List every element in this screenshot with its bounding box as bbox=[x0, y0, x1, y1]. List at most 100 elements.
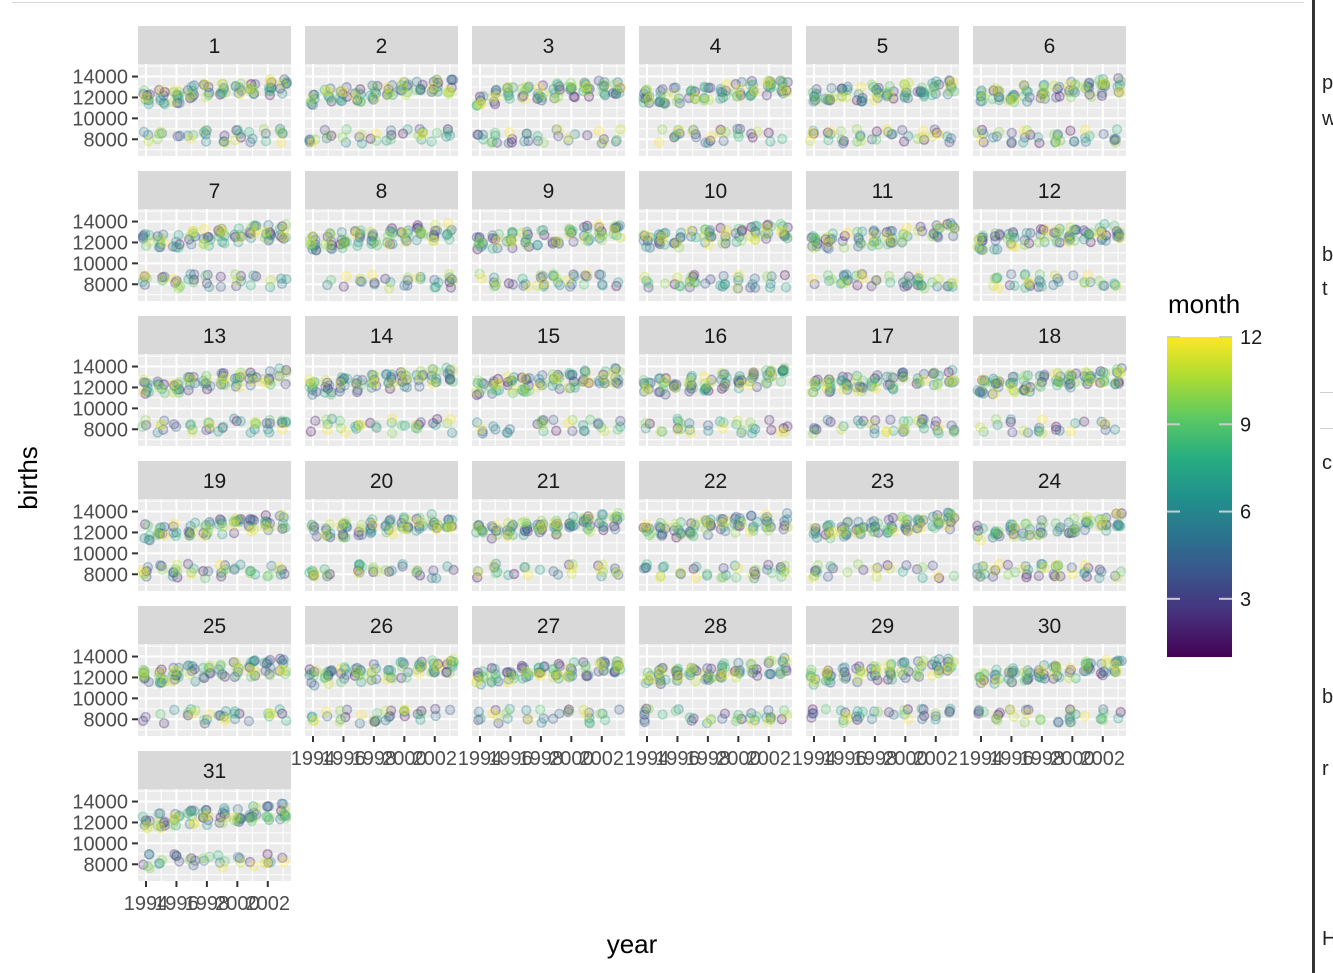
data-point bbox=[260, 226, 272, 237]
data-point bbox=[367, 80, 378, 91]
colorbar bbox=[1167, 337, 1232, 657]
data-point bbox=[1094, 572, 1105, 584]
facet-label: 26 bbox=[370, 615, 393, 638]
data-point bbox=[760, 509, 772, 520]
data-point bbox=[384, 283, 395, 294]
data-point bbox=[138, 386, 149, 397]
data-point bbox=[336, 95, 348, 107]
data-point bbox=[382, 82, 393, 93]
data-point bbox=[144, 236, 155, 247]
data-point bbox=[443, 268, 455, 280]
data-point bbox=[324, 91, 335, 103]
data-point bbox=[1079, 124, 1091, 135]
data-point bbox=[323, 678, 334, 690]
data-point bbox=[199, 811, 210, 822]
data-point bbox=[309, 680, 320, 691]
data-point bbox=[1078, 416, 1090, 427]
y-tick-label: 12000 bbox=[72, 232, 128, 254]
data-point bbox=[1085, 227, 1097, 239]
data-point bbox=[260, 128, 272, 139]
data-point bbox=[188, 89, 200, 101]
data-point bbox=[140, 711, 151, 723]
data-point bbox=[1113, 366, 1124, 378]
data-point bbox=[218, 136, 230, 147]
y-tick-label: 8000 bbox=[84, 129, 129, 151]
data-point bbox=[228, 519, 240, 531]
y-tick-label: 14000 bbox=[72, 647, 128, 669]
data-point bbox=[169, 811, 180, 822]
data-point bbox=[552, 79, 563, 90]
data-point bbox=[371, 135, 382, 147]
data-point bbox=[243, 126, 255, 138]
data-point bbox=[173, 89, 184, 101]
data-point bbox=[1037, 427, 1048, 439]
data-point bbox=[522, 281, 534, 292]
data-point bbox=[823, 134, 834, 146]
data-point bbox=[410, 419, 422, 431]
data-point bbox=[230, 81, 242, 92]
data-point bbox=[747, 278, 758, 290]
data-point bbox=[685, 427, 696, 438]
data-point bbox=[231, 275, 243, 286]
data-point bbox=[370, 235, 382, 247]
data-point bbox=[187, 91, 198, 103]
data-point bbox=[1085, 375, 1096, 386]
data-point bbox=[552, 569, 564, 580]
data-point bbox=[201, 374, 212, 386]
data-point bbox=[579, 78, 590, 90]
data-point bbox=[851, 124, 863, 135]
data-point bbox=[870, 275, 882, 287]
colorbar-tick-label: 9 bbox=[1240, 414, 1251, 436]
data-point bbox=[170, 530, 182, 542]
data-point bbox=[563, 135, 574, 146]
data-point bbox=[1096, 377, 1108, 389]
data-point bbox=[371, 128, 382, 139]
data-point bbox=[1109, 424, 1121, 435]
data-point bbox=[172, 131, 183, 142]
data-point bbox=[260, 135, 272, 147]
data-point bbox=[900, 275, 911, 287]
facet-panel-31: 3180001000012000140001994199619982000200… bbox=[72, 751, 292, 915]
data-point bbox=[248, 860, 260, 872]
data-point bbox=[947, 277, 959, 288]
facet-panel-4: 4 bbox=[638, 26, 794, 156]
data-point bbox=[474, 91, 486, 102]
data-point bbox=[565, 84, 576, 96]
data-point bbox=[717, 422, 729, 434]
data-point bbox=[386, 413, 398, 425]
data-point bbox=[140, 94, 152, 105]
facet-label: 31 bbox=[203, 760, 226, 783]
data-point bbox=[322, 90, 334, 101]
data-point bbox=[671, 238, 682, 249]
data-point bbox=[947, 364, 958, 376]
data-point bbox=[855, 418, 866, 430]
data-point bbox=[356, 709, 367, 721]
data-point bbox=[171, 89, 183, 101]
data-point bbox=[916, 658, 927, 670]
facet-panel-12: 12 bbox=[971, 171, 1126, 301]
data-point bbox=[235, 132, 247, 143]
data-point bbox=[1017, 137, 1029, 148]
data-point bbox=[518, 529, 529, 541]
data-point bbox=[369, 86, 381, 97]
data-point bbox=[414, 84, 426, 96]
data-point bbox=[265, 275, 277, 286]
data-point bbox=[428, 76, 439, 87]
data-point bbox=[501, 83, 513, 94]
data-point bbox=[582, 130, 593, 141]
data-point bbox=[927, 84, 939, 96]
facet-label: 24 bbox=[1038, 470, 1062, 493]
data-point bbox=[536, 419, 548, 431]
data-point bbox=[978, 561, 989, 572]
data-point bbox=[782, 522, 793, 533]
data-point bbox=[158, 718, 170, 729]
data-point bbox=[507, 235, 518, 246]
data-point bbox=[763, 716, 774, 728]
data-point bbox=[675, 567, 686, 578]
data-point bbox=[319, 84, 330, 96]
data-point bbox=[776, 667, 788, 679]
data-point bbox=[322, 85, 334, 97]
data-point bbox=[674, 280, 685, 292]
data-point bbox=[978, 706, 990, 718]
data-point bbox=[397, 77, 409, 88]
